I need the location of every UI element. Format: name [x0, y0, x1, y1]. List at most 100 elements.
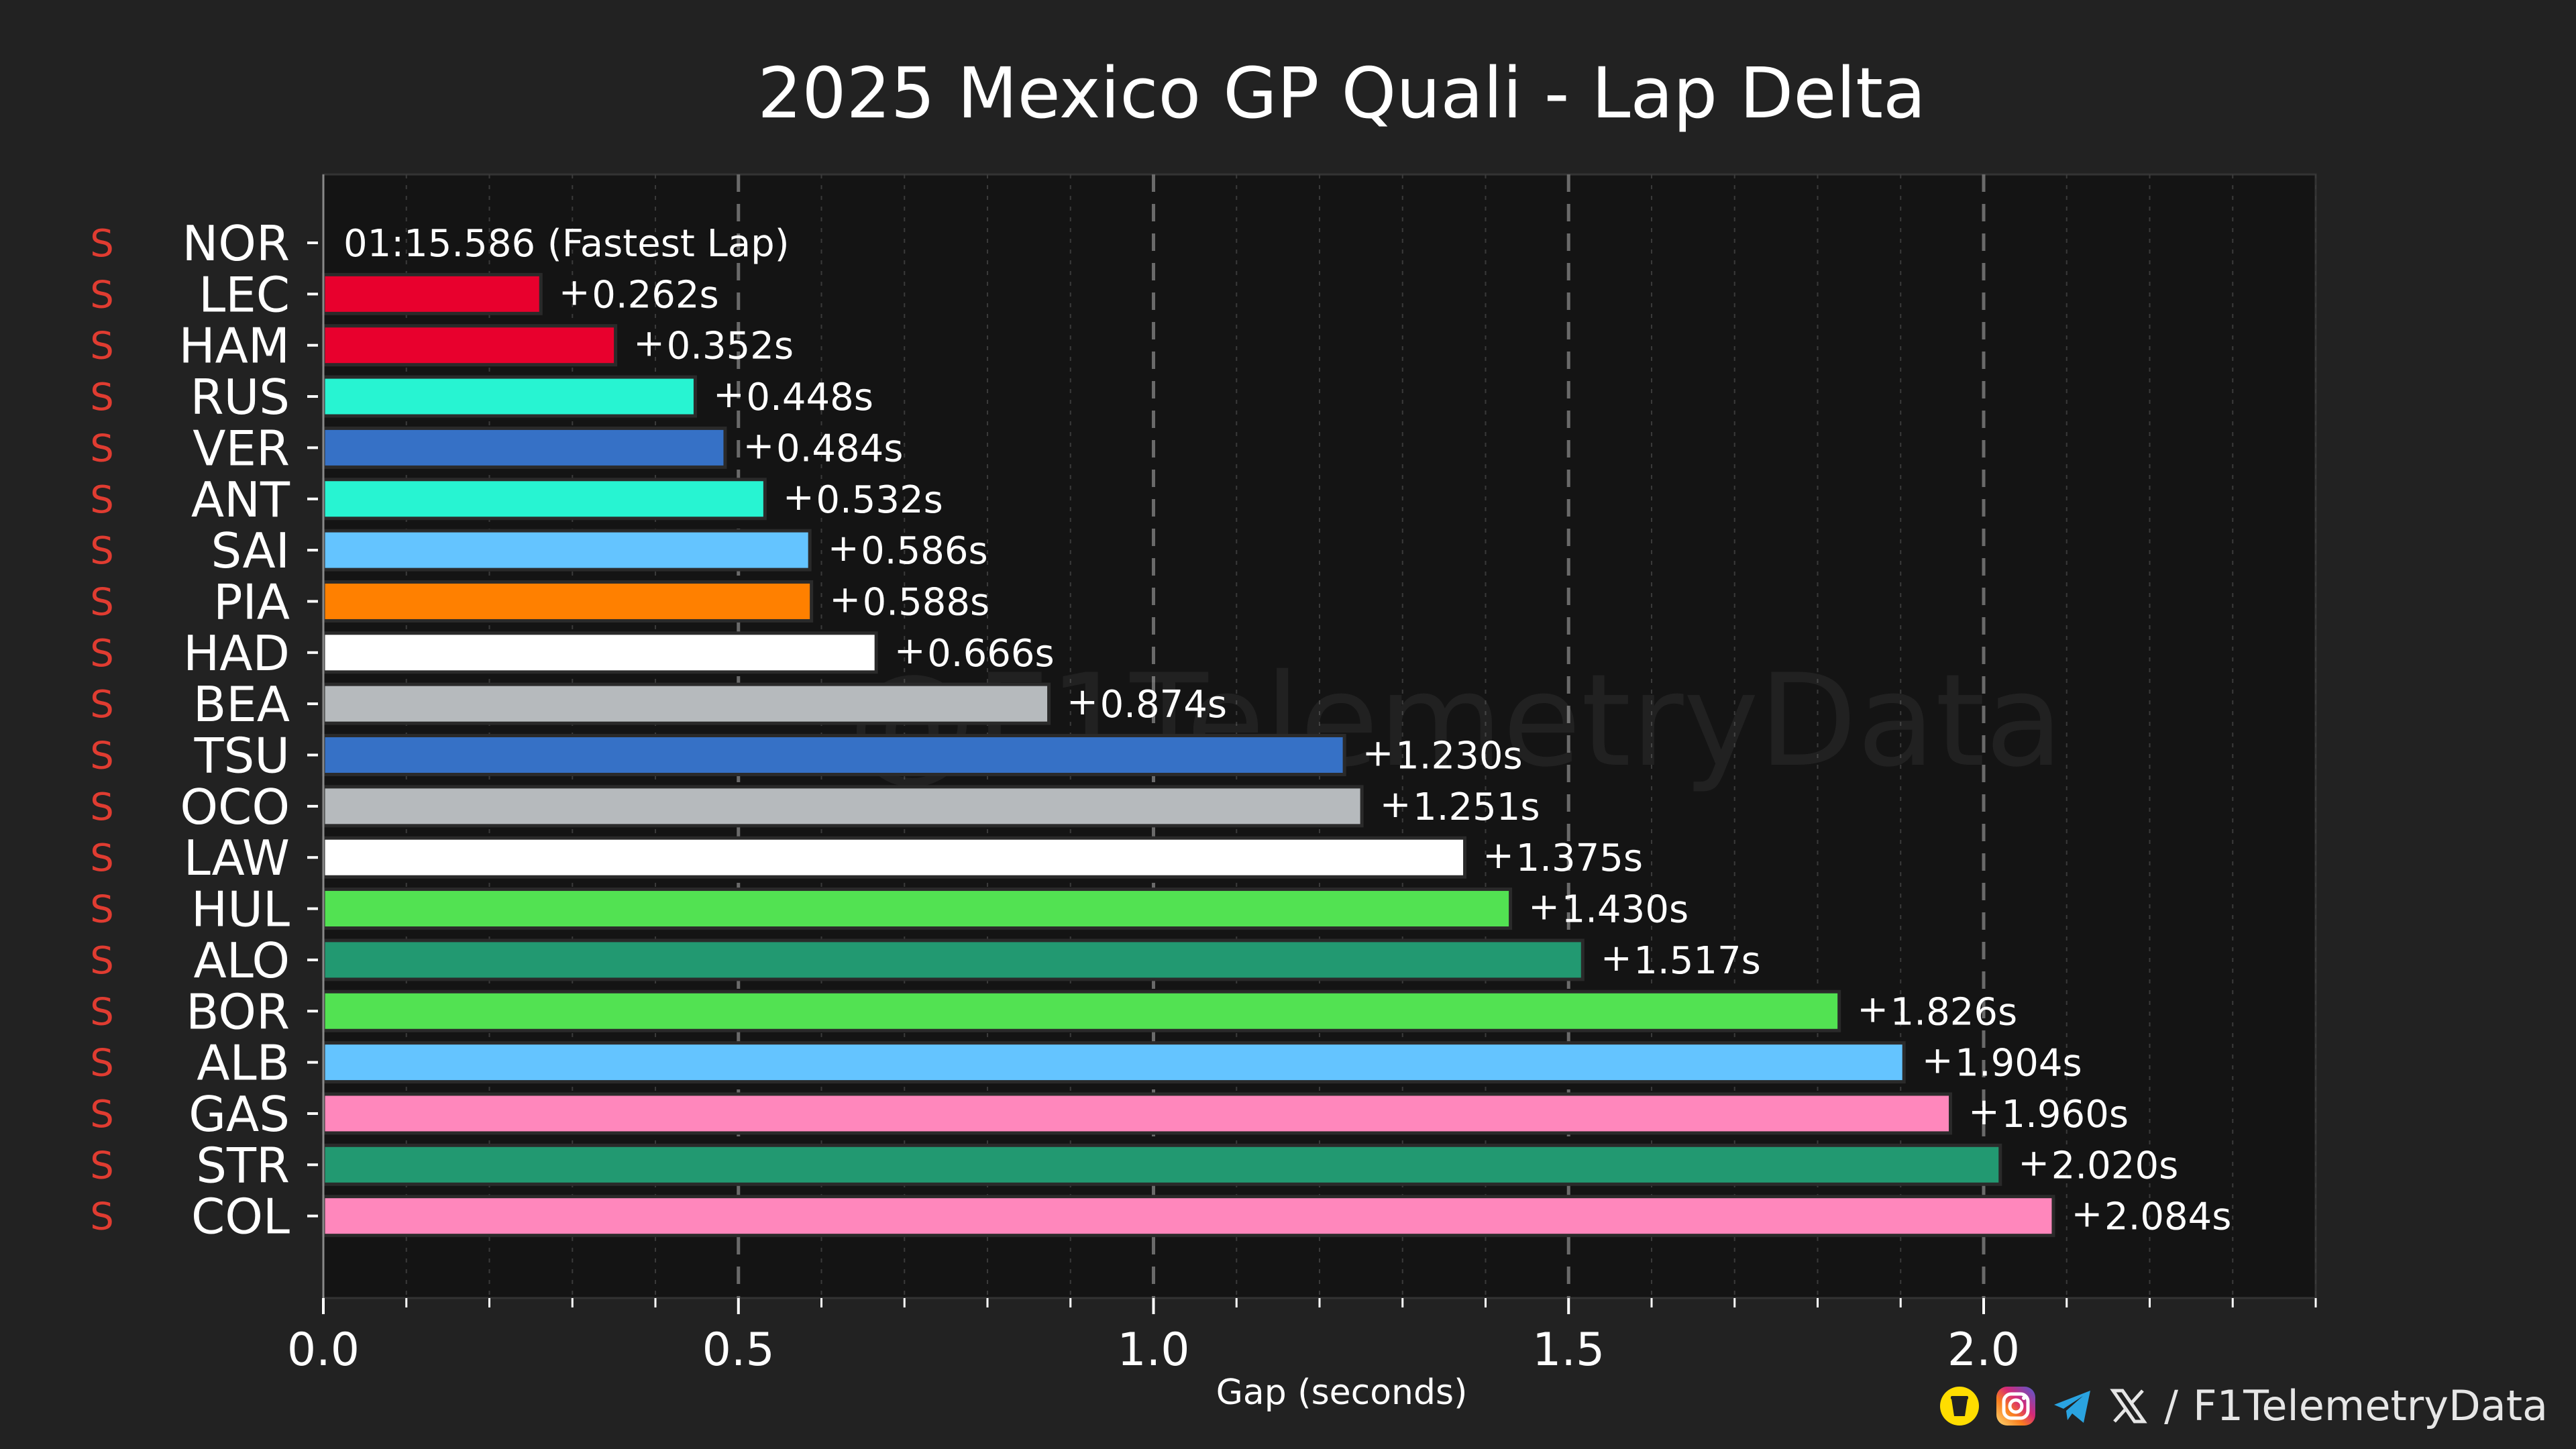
driver-label: NOR	[182, 215, 290, 272]
delta-prefix: +	[559, 270, 590, 314]
driver-labels: S NOR 01:15.586 (Fastest Lap) S LEC +0.262s S H…	[90, 215, 2231, 1245]
delta-label: 1.904s	[1955, 1042, 2082, 1085]
compound-label: S	[90, 325, 114, 368]
compound-label: S	[90, 222, 114, 266]
compound-label: S	[90, 1195, 114, 1239]
delta-label: 1.230s	[1395, 735, 1523, 778]
delta-label: 0.448s	[746, 376, 873, 419]
compound-label: S	[90, 837, 114, 880]
delta-prefix: +	[828, 527, 859, 570]
delta-label: 0.588s	[863, 580, 990, 624]
compound-label: S	[90, 632, 114, 676]
delta-label: 1.251s	[1413, 786, 1540, 829]
delta-bar	[321, 426, 727, 469]
delta-prefix: +	[743, 424, 774, 468]
delta-bar	[321, 836, 1467, 879]
compound-label: S	[90, 888, 114, 932]
x-axis-label: Gap (seconds)	[1216, 1373, 1468, 1413]
delta-label: 0.532s	[816, 478, 943, 522]
delta-bar	[321, 478, 767, 521]
delta-prefix: +	[2018, 1141, 2049, 1185]
x-tick-label: 1.0	[1117, 1324, 1189, 1377]
compound-label: S	[90, 1042, 114, 1085]
driver-label: ANT	[191, 472, 290, 528]
delta-prefix: +	[1483, 834, 1514, 877]
compound-label: S	[90, 478, 114, 522]
credit-separator: /	[2164, 1381, 2178, 1430]
delta-bar	[321, 1041, 1906, 1084]
delta-label: 0.874s	[1100, 683, 1228, 727]
delta-label: 1.375s	[1516, 837, 1644, 880]
delta-bar	[321, 324, 618, 367]
delta-label: 0.586s	[861, 529, 988, 573]
compound-label: S	[90, 786, 114, 829]
compound-label: S	[90, 683, 114, 727]
x-tick-label: 0.0	[287, 1324, 360, 1377]
driver-label: OCO	[180, 779, 290, 835]
delta-prefix: +	[1857, 987, 1888, 1031]
delta-bar	[321, 1195, 2055, 1238]
delta-bar	[321, 989, 1841, 1032]
chart-title: 2025 Mexico GP Quali - Lap Delta	[757, 52, 1925, 134]
x-icon[interactable]	[2108, 1385, 2149, 1427]
driver-label: LEC	[199, 266, 290, 323]
delta-prefix: +	[1601, 936, 1632, 980]
driver-label: ALO	[194, 932, 290, 989]
driver-label: BOR	[186, 983, 290, 1040]
delta-bar	[321, 938, 1585, 981]
delta-bar	[321, 375, 697, 418]
delta-label: 1.430s	[1562, 888, 1689, 932]
delta-label: 0.666s	[927, 632, 1055, 676]
delta-prefix: +	[2071, 1193, 2102, 1236]
delta-prefix: +	[1380, 783, 1411, 826]
delta-prefix: +	[633, 322, 665, 366]
delta-prefix: +	[1067, 680, 1098, 724]
x-tick-label: 1.5	[1532, 1324, 1605, 1377]
delta-label: 2.020s	[2051, 1144, 2179, 1187]
fastest-lap-label: 01:15.586 (Fastest Lap)	[343, 222, 790, 266]
delta-bar	[321, 785, 1364, 828]
compound-label: S	[90, 939, 114, 983]
driver-label: HUL	[191, 881, 290, 938]
delta-prefix: +	[829, 578, 861, 621]
driver-label: TSU	[194, 728, 290, 784]
compound-label: S	[90, 273, 114, 317]
driver-label: LAW	[184, 830, 290, 886]
instagram-icon[interactable]	[1995, 1385, 2037, 1427]
driver-label: HAD	[183, 625, 290, 682]
delta-bar	[321, 529, 812, 572]
delta-prefix: +	[713, 373, 745, 417]
driver-label: PIA	[213, 574, 290, 630]
delta-bar	[321, 888, 1513, 930]
credit-handle[interactable]: F1TelemetryData	[2192, 1381, 2548, 1430]
delta-label: 1.517s	[1633, 939, 1761, 983]
delta-prefix: +	[1362, 732, 1394, 775]
delta-bar	[321, 272, 543, 315]
delta-bar	[321, 1143, 2002, 1186]
delta-label: 1.960s	[2002, 1093, 2129, 1136]
delta-label: 1.826s	[1890, 990, 2018, 1034]
compound-label: S	[90, 376, 114, 419]
delta-label: 0.484s	[776, 427, 904, 470]
compound-label: S	[90, 1093, 114, 1136]
telegram-icon[interactable]	[2051, 1385, 2093, 1427]
driver-label: HAM	[178, 318, 290, 374]
coffee-icon[interactable]	[1939, 1385, 1980, 1427]
delta-bar	[321, 580, 814, 623]
delta-prefix: +	[894, 629, 926, 673]
delta-prefix: +	[1922, 1039, 1953, 1083]
compound-label: S	[90, 1144, 114, 1187]
driver-label: STR	[196, 1137, 290, 1193]
driver-label: COL	[191, 1189, 290, 1245]
delta-label: 2.084s	[2104, 1195, 2232, 1239]
delta-label: 0.352s	[667, 325, 794, 368]
driver-label: ALB	[197, 1035, 290, 1091]
delta-bar	[321, 682, 1051, 725]
driver-label: BEA	[193, 676, 290, 733]
driver-label: RUS	[191, 369, 290, 425]
compound-label: S	[90, 990, 114, 1034]
x-tick-label: 0.5	[702, 1324, 775, 1377]
delta-prefix: +	[1528, 885, 1560, 929]
compound-label: S	[90, 427, 114, 470]
